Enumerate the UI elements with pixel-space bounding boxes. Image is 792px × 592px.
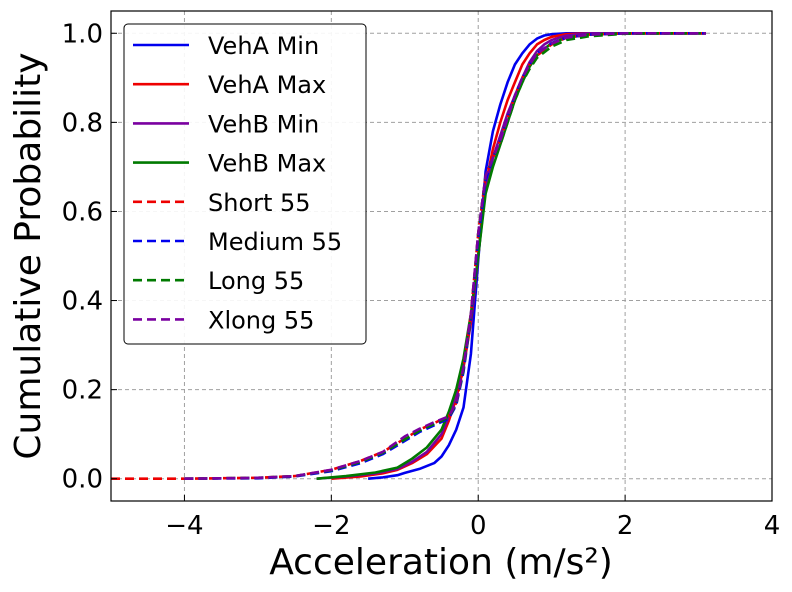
y-tick-labels: 0.0 0.2 0.4 0.6 0.8 1.0 (62, 19, 103, 494)
x-tick-labels: −4 −2 0 2 4 (165, 511, 780, 541)
legend-label: Short 55 (208, 189, 311, 217)
plot-frame (110, 10, 773, 502)
series-line-vehb-min (316, 31, 706, 480)
legend-label: VehB Max (208, 150, 326, 178)
legend-label: VehA Min (208, 32, 319, 60)
x-tick-label: 0 (470, 511, 487, 541)
legend-label: Xlong 55 (208, 306, 314, 334)
y-tick-label: 0.6 (62, 197, 103, 227)
y-tick-label: 0.8 (62, 108, 103, 138)
x-tick-label: −2 (312, 511, 350, 541)
series-line-xlong-55 (184, 31, 706, 480)
y-tick-label: 0.4 (62, 287, 103, 317)
x-tick-label: −4 (165, 511, 203, 541)
legend-label: Medium 55 (208, 228, 342, 256)
y-tick-label: 0.2 (62, 376, 103, 406)
y-tick-label: 0.0 (62, 465, 103, 495)
legend: VehA Min VehA Max VehB Min VehB Max Short 55… (123, 23, 367, 345)
x-tick-label: 2 (617, 511, 634, 541)
series-line-veha-min (367, 31, 706, 480)
legend-label: VehA Max (208, 71, 326, 99)
legend-label: VehB Min (208, 110, 319, 138)
x-tick-label: 4 (764, 511, 781, 541)
y-axis-label: Cumulative Probability (8, 52, 49, 459)
legend-box (123, 23, 367, 345)
legend-label: Long 55 (208, 267, 304, 295)
series-group (111, 31, 706, 481)
x-axis-label: Acceleration (m/s²) (269, 542, 613, 583)
y-tick-label: 1.0 (62, 19, 103, 49)
ticks (111, 32, 773, 501)
